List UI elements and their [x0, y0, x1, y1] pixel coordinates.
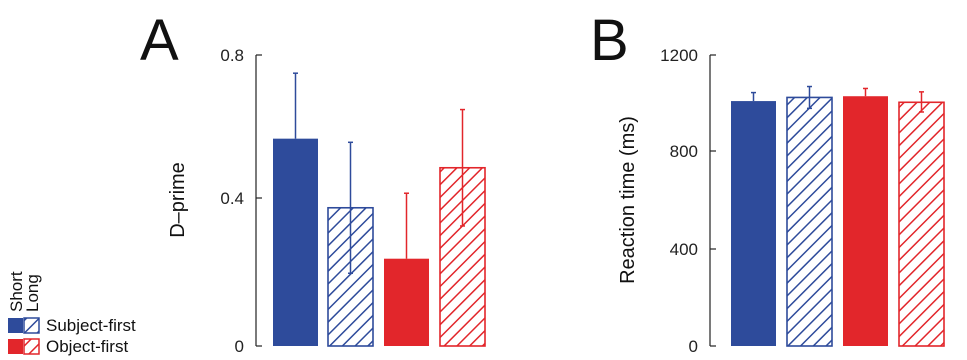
- panel-b-tick-label-0: 0: [689, 337, 698, 356]
- legend-short-label: Short: [7, 271, 26, 312]
- panel-a-bar-object-first-long-error-bar: [460, 108, 465, 227]
- panel-b-y-axis-label: Reaction time (ms): [617, 116, 639, 284]
- legend-object-short-swatch: [8, 339, 23, 354]
- panel-b-bar-object-first-short: [843, 96, 888, 346]
- legend-subject-first-label: Subject-first: [46, 316, 136, 335]
- panel-b-bar-subject-first-long: [786, 96, 833, 347]
- panel-b-bars: [731, 85, 945, 347]
- panel-a-y-axis-label: D–prime: [167, 162, 189, 238]
- panel-a-bar-object-first-short-error-bar: [404, 192, 409, 259]
- panel-b-letter: B: [590, 8, 629, 73]
- legend-object-first-label: Object-first: [46, 337, 128, 356]
- legend: Short Long Subject-first Object-first: [7, 271, 136, 356]
- panel-a-tick-label-1: 0.4: [220, 189, 244, 208]
- panel-b-tick-label-2: 800: [670, 142, 698, 161]
- panel-b-tick-label-1: 400: [670, 240, 698, 259]
- panel-b-bar-subject-first-short-error-bar: [751, 91, 756, 102]
- panel-b-bar-subject-first-short: [731, 101, 776, 346]
- panel-b-bar-subject-first-long-error-bar: [807, 85, 812, 110]
- panel-b-bar-object-first-long: [898, 101, 945, 347]
- panel-a-bar-object-first-short: [384, 258, 429, 346]
- panel-a-tick-label-0: 0: [235, 337, 244, 356]
- panel-a-bar-subject-first-long-error-bar: [348, 141, 353, 274]
- panel-a-tick-label-2: 0.8: [220, 46, 244, 65]
- panel-b-tick-label-3: 1200: [660, 46, 698, 65]
- legend-long-label: Long: [23, 274, 42, 312]
- panel-b: B 0 400 800 1200 Reaction time (ms): [590, 8, 945, 356]
- legend-subject-short-swatch: [8, 318, 23, 333]
- panel-b-bar-object-first-long-error-bar: [919, 91, 924, 113]
- panel-b-bar-object-first-short-error-bar: [863, 87, 868, 97]
- panel-a-bar-subject-first-short-error-bar: [293, 72, 298, 139]
- panel-a-bars: [273, 72, 486, 347]
- panel-a-bar-subject-first-short: [273, 138, 318, 346]
- panel-a: A 0 0.4 0.8 D–prime: [140, 8, 486, 356]
- panel-a-letter: A: [140, 8, 179, 73]
- legend-object-long-swatch: [23, 338, 40, 355]
- legend-subject-long-swatch: [23, 317, 40, 334]
